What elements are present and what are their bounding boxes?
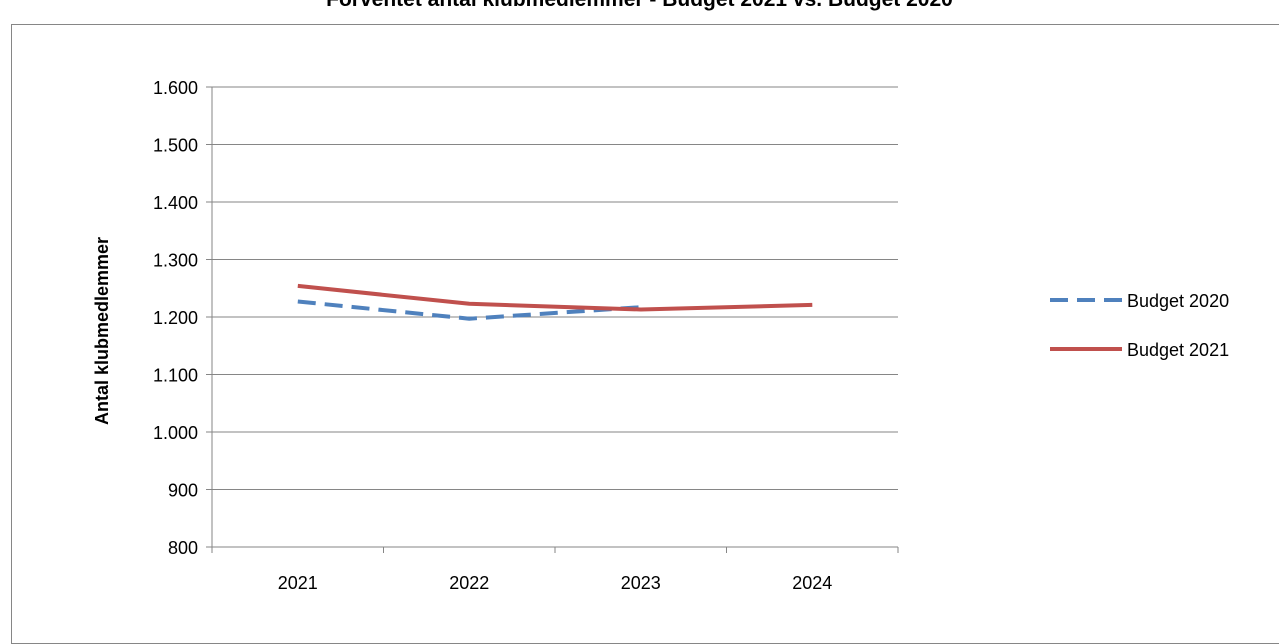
x-tick-label: 2023 xyxy=(621,573,661,593)
series-line-2 xyxy=(297,283,813,312)
y-axis-title: Antal klubmedlemmer xyxy=(92,237,112,425)
y-tick-label: 900 xyxy=(168,481,198,501)
y-tick-label: 1.600 xyxy=(153,78,198,98)
y-tick-label: 1.400 xyxy=(153,193,198,213)
series-lines xyxy=(297,283,813,321)
legend: Budget 2020 Budget 2021 xyxy=(1050,291,1229,360)
series-line-1 xyxy=(297,299,641,321)
y-tick-label: 800 xyxy=(168,538,198,558)
y-tick-label: 1.100 xyxy=(153,366,198,386)
line-chart: 800 900 1.000 1.100 1.200 1.300 1.400 1.500 1.60… xyxy=(92,78,1229,593)
chart-title: Forventet antal klubmedlemmer - Budget 2… xyxy=(0,0,1279,12)
legend-label-1: Budget 2020 xyxy=(1127,291,1229,311)
y-tick-label: 1.300 xyxy=(153,251,198,271)
legend-label-2: Budget 2021 xyxy=(1127,340,1229,360)
x-tick-label: 2024 xyxy=(792,573,832,593)
tick-labels: 800 900 1.000 1.100 1.200 1.300 1.400 1.500 1.60… xyxy=(153,78,832,593)
x-tick-label: 2021 xyxy=(278,573,318,593)
gridlines xyxy=(212,86,898,490)
y-tick-label: 1.500 xyxy=(153,136,198,156)
x-tick-label: 2022 xyxy=(449,573,489,593)
y-tick-label: 1.000 xyxy=(153,423,198,443)
axes xyxy=(206,86,899,553)
y-tick-label: 1.200 xyxy=(153,308,198,328)
